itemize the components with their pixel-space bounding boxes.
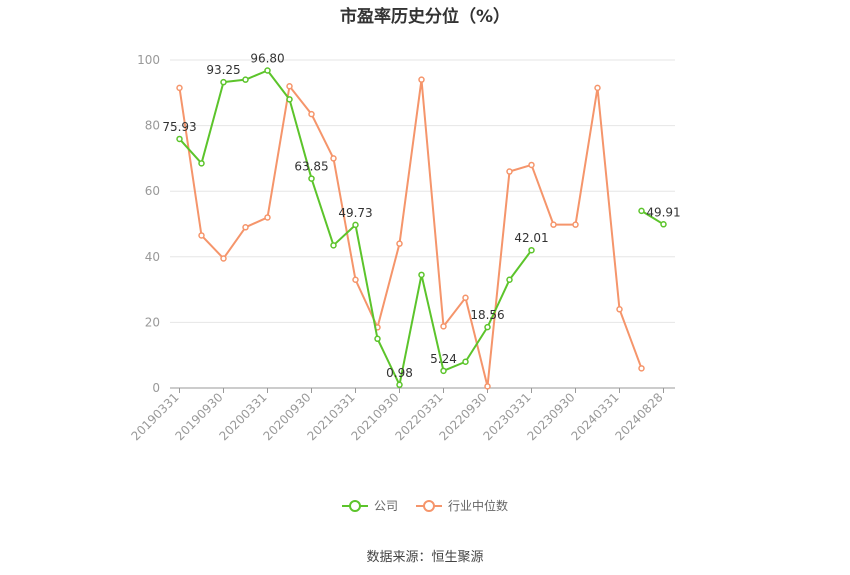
legend-label-company: 公司: [373, 499, 398, 513]
data-point: [616, 306, 623, 313]
data-point: [176, 84, 183, 92]
data-point: [440, 367, 447, 375]
data-point: [396, 240, 403, 247]
data-label: 75.93: [162, 120, 196, 134]
data-label: 0.98: [386, 366, 413, 380]
data-point: [572, 221, 579, 228]
chart-legend: 公司 行业中位数: [0, 497, 850, 514]
data-point: [462, 294, 469, 302]
data-point: [264, 67, 271, 74]
data-label: 42.01: [514, 231, 548, 245]
data-point: [660, 221, 667, 228]
legend-swatch-company: [341, 499, 368, 513]
data-label: 49.91: [646, 205, 680, 219]
legend-swatch-industry-median: [416, 499, 442, 513]
series-line-1: [178, 78, 643, 388]
data-point: [308, 175, 315, 182]
y-tick-label: 0: [152, 381, 160, 395]
data-point: [462, 358, 469, 366]
legend-item-company[interactable]: 公司: [341, 497, 398, 514]
data-point: [528, 246, 535, 254]
data-point: [506, 168, 513, 175]
data-point: [418, 76, 425, 83]
y-tick-label: 60: [145, 184, 160, 198]
data-point: [198, 232, 205, 239]
data-point: [176, 135, 183, 143]
data-point: [594, 84, 601, 92]
line-chart: 0204060801002019033120190930202003312020…: [129, 51, 681, 443]
data-point: [220, 255, 227, 262]
data-point: [286, 96, 293, 103]
data-label: 63.85: [294, 160, 328, 174]
y-tick-label: 100: [137, 53, 160, 67]
data-point: [484, 323, 491, 331]
series-line-0: [640, 210, 665, 226]
data-point: [242, 224, 249, 231]
data-point: [330, 242, 337, 249]
data-point: [418, 271, 425, 279]
data-point: [352, 276, 359, 284]
data-point: [638, 365, 645, 372]
data-point: [506, 276, 513, 284]
data-label: 93.25: [206, 63, 240, 77]
data-label: 18.56: [470, 308, 504, 322]
data-label: 96.80: [250, 51, 284, 65]
x-tick-label: 20240828: [613, 390, 666, 443]
data-point: [374, 335, 381, 343]
legend-label-industry-median: 行业中位数: [448, 499, 509, 513]
data-label: 49.73: [338, 206, 372, 220]
data-point: [220, 78, 227, 86]
data-point: [440, 323, 447, 330]
data-point: [550, 221, 557, 228]
data-point: [286, 82, 293, 90]
data-point: [352, 221, 359, 229]
data-point: [264, 214, 271, 221]
y-tick-label: 80: [145, 119, 160, 133]
y-tick-label: 20: [145, 315, 160, 329]
data-point: [484, 383, 491, 390]
chart-title: 市盈率历史分位（%）: [339, 7, 511, 27]
data-point: [638, 207, 645, 215]
data-source: 数据来源：恒生聚源: [366, 550, 484, 565]
data-point: [330, 155, 337, 162]
data-point: [396, 381, 403, 389]
y-tick-label: 40: [145, 250, 160, 264]
data-label: 5.24: [430, 352, 457, 366]
data-point: [242, 76, 249, 83]
data-point: [528, 161, 535, 169]
data-point: [308, 110, 315, 118]
legend-item-industry-median[interactable]: 行业中位数: [416, 497, 508, 514]
data-point: [198, 160, 205, 167]
